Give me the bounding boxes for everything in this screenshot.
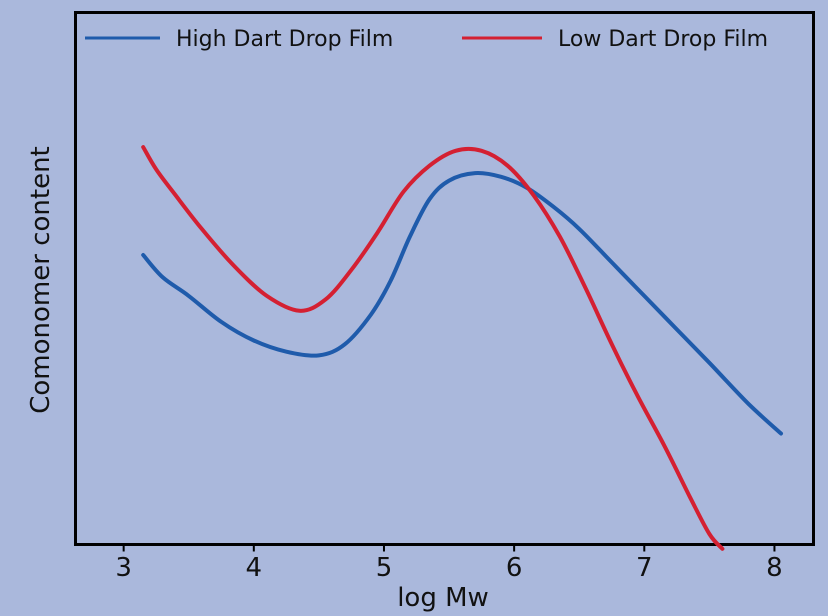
- x-tick-label: 3: [115, 553, 132, 583]
- x-tick-label: 8: [766, 553, 783, 583]
- plot-frame: [74, 11, 815, 546]
- x-tick-label: 6: [506, 553, 523, 583]
- series-line-0: [141, 170, 783, 436]
- x-tick-label: 5: [376, 553, 393, 583]
- y-axis-label: Comonomer content: [26, 146, 56, 414]
- legend-label-1: Low Dart Drop Film: [558, 27, 768, 52]
- legend-label-0: High Dart Drop Film: [176, 27, 393, 52]
- x-axis-label: log Mw: [397, 583, 489, 613]
- x-tick-label: 4: [246, 553, 263, 583]
- series-line-1: [141, 145, 725, 551]
- x-tick-label: 7: [636, 553, 653, 583]
